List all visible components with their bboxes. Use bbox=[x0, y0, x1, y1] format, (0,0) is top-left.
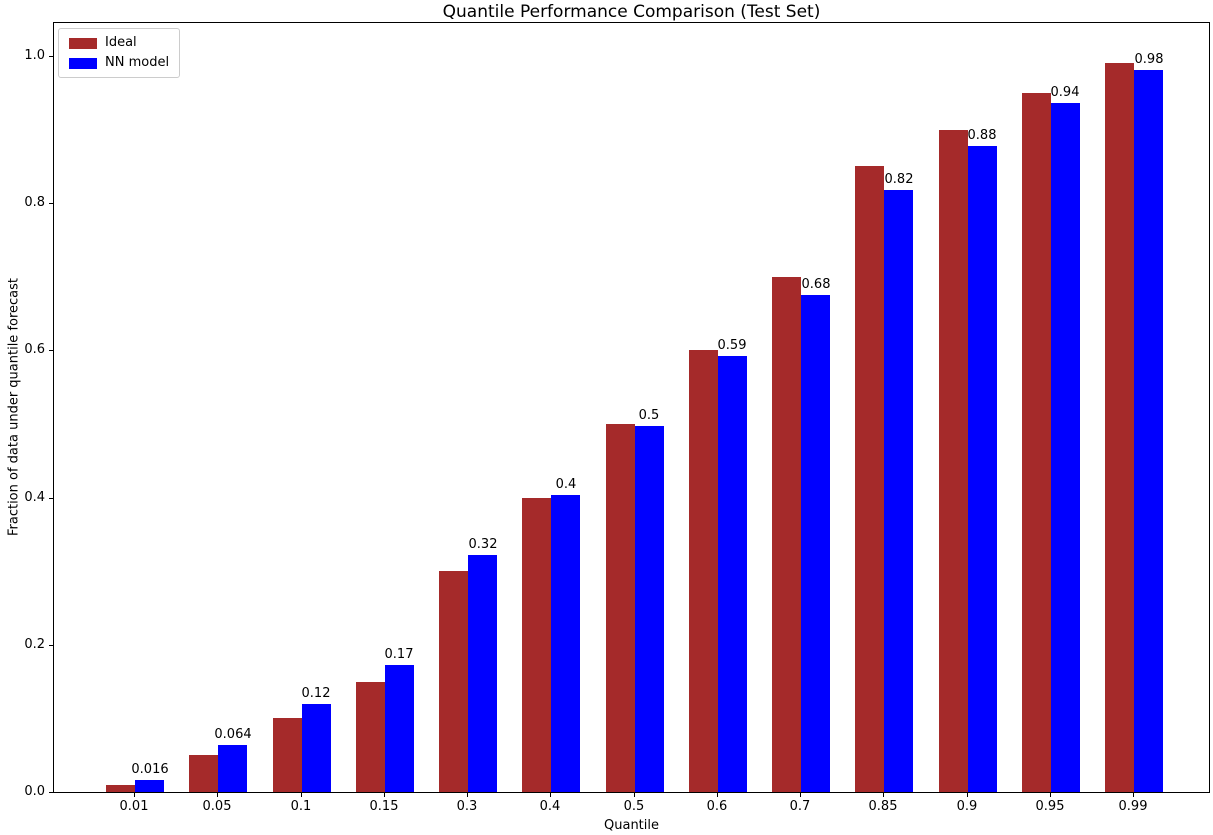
bar-value-label: 0.59 bbox=[717, 338, 747, 353]
x-tick-label: 0.95 bbox=[1035, 799, 1065, 814]
bar-nn-model bbox=[551, 495, 580, 792]
x-tick bbox=[800, 793, 801, 797]
bar-value-label: 0.064 bbox=[214, 727, 252, 742]
bar-ideal bbox=[855, 166, 884, 792]
bar-nn-model bbox=[635, 426, 664, 792]
plot-area: 0.016 0.064 0.12 0.17 0.32 0.4 0.5 0.59 0.68 0.82… bbox=[53, 22, 1210, 793]
bar-nn-model bbox=[1051, 103, 1080, 792]
x-tick bbox=[217, 793, 218, 797]
bar-value-label: 0.12 bbox=[301, 686, 331, 701]
bar-nn-model bbox=[968, 146, 997, 792]
y-tick-label: 0.8 bbox=[24, 195, 45, 210]
bar-ideal bbox=[522, 498, 551, 792]
y-tick bbox=[49, 792, 53, 793]
x-tick-label: 0.7 bbox=[789, 799, 811, 814]
y-tick bbox=[49, 56, 53, 57]
x-tick bbox=[883, 793, 884, 797]
x-tick-label: 0.01 bbox=[119, 799, 149, 814]
bar-ideal bbox=[189, 755, 218, 792]
bar-value-label: 0.88 bbox=[967, 128, 997, 143]
bar-ideal bbox=[106, 785, 135, 792]
bar-value-label: 0.4 bbox=[555, 477, 577, 492]
bar-nn-model bbox=[718, 356, 747, 792]
x-tick bbox=[967, 793, 968, 797]
bar-nn-model bbox=[1134, 70, 1163, 792]
legend-label: Ideal bbox=[105, 35, 137, 50]
x-tick bbox=[1050, 793, 1051, 797]
x-tick-label: 0.05 bbox=[202, 799, 232, 814]
bar-nn-model bbox=[218, 745, 247, 792]
bar-value-label: 0.68 bbox=[801, 277, 831, 292]
bar-nn-model bbox=[135, 780, 164, 792]
x-tick-label: 0.99 bbox=[1118, 799, 1148, 814]
x-tick bbox=[717, 793, 718, 797]
x-tick-label: 0.3 bbox=[456, 799, 478, 814]
bar-value-label: 0.82 bbox=[884, 172, 914, 187]
x-tick-label: 0.1 bbox=[290, 799, 312, 814]
bar-value-label: 0.98 bbox=[1134, 52, 1164, 67]
bar-nn-model bbox=[302, 704, 331, 792]
y-tick-label: 0.6 bbox=[24, 342, 45, 357]
x-tick-label: 0.9 bbox=[956, 799, 978, 814]
bar-value-label: 0.94 bbox=[1050, 85, 1080, 100]
y-tick bbox=[49, 350, 53, 351]
bar-ideal bbox=[1105, 63, 1134, 792]
bar-ideal bbox=[439, 571, 468, 792]
bar-ideal bbox=[606, 424, 635, 792]
legend-entry: NN model bbox=[69, 56, 169, 70]
bar-value-label: 0.016 bbox=[131, 762, 169, 777]
bar-ideal bbox=[1022, 93, 1051, 792]
chart-title: Quantile Performance Comparison (Test Se… bbox=[442, 2, 821, 22]
y-tick-label: 1.0 bbox=[24, 48, 45, 63]
legend-swatch-nn-model bbox=[69, 57, 97, 69]
y-tick bbox=[49, 498, 53, 499]
x-tick-label: 0.85 bbox=[868, 799, 898, 814]
bar-value-label: 0.5 bbox=[638, 408, 660, 423]
bar-value-label: 0.17 bbox=[384, 647, 414, 662]
legend-swatch-ideal bbox=[69, 37, 97, 49]
x-tick bbox=[134, 793, 135, 797]
bar-ideal bbox=[356, 682, 385, 792]
x-tick-label: 0.6 bbox=[706, 799, 728, 814]
y-tick-label: 0.0 bbox=[24, 784, 45, 799]
y-tick bbox=[49, 203, 53, 204]
bar-nn-model bbox=[385, 665, 414, 792]
x-tick bbox=[634, 793, 635, 797]
bar-ideal bbox=[273, 718, 302, 792]
x-tick-label: 0.4 bbox=[539, 799, 561, 814]
legend-entry: Ideal bbox=[69, 36, 169, 50]
x-tick bbox=[550, 793, 551, 797]
bar-nn-model bbox=[884, 190, 913, 792]
legend-label: NN model bbox=[105, 55, 170, 70]
bar-nn-model bbox=[468, 555, 497, 792]
y-tick bbox=[49, 645, 53, 646]
x-tick bbox=[467, 793, 468, 797]
y-tick-label: 0.4 bbox=[24, 490, 45, 505]
x-tick bbox=[1133, 793, 1134, 797]
bar-nn-model bbox=[801, 295, 830, 792]
bar-ideal bbox=[772, 277, 801, 792]
x-tick-label: 0.15 bbox=[369, 799, 399, 814]
legend: Ideal NN model bbox=[58, 28, 181, 78]
x-tick-label: 0.5 bbox=[623, 799, 645, 814]
x-tick bbox=[301, 793, 302, 797]
x-axis-label: Quantile bbox=[604, 818, 659, 833]
bar-ideal bbox=[939, 130, 968, 792]
x-tick bbox=[384, 793, 385, 797]
y-tick-label: 0.2 bbox=[24, 637, 45, 652]
bar-value-label: 0.32 bbox=[468, 537, 498, 552]
bar-ideal bbox=[689, 350, 718, 792]
